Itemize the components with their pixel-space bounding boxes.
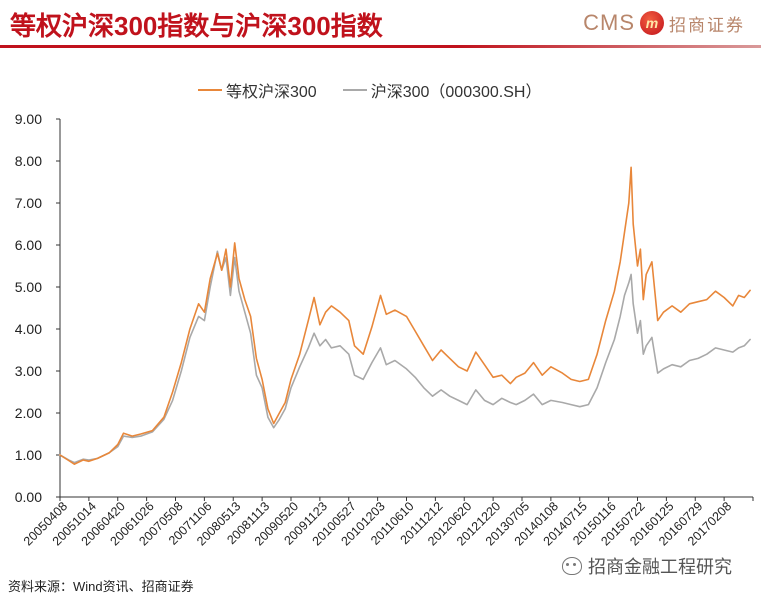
logo-badge-icon: m [640,11,664,35]
y-tick-label: 3.00 [15,363,42,379]
y-tick-label: 8.00 [15,153,42,169]
brand-logo: CMS m 招商证券 [583,10,745,36]
logo-company-name: 招商证券 [669,15,745,35]
source-note: 资料来源：Wind资讯、招商证券 [8,579,194,594]
y-tick-label: 6.00 [15,237,42,253]
y-tick-label: 4.00 [15,321,42,337]
y-tick-label: 5.00 [15,279,42,295]
legend-swatch-equal-weight [198,89,222,91]
legend-swatch-hs300 [342,89,367,91]
y-tick-label: 9.00 [15,111,42,127]
legend-item-hs300: 沪深300（000300.SH） [342,78,542,102]
page-title: 等权沪深300指数与沪深300指数 [10,11,383,41]
watermark-text: 招商金融工程研究 [588,557,732,577]
series-line-hs300 [59,250,751,464]
y-tick-label: 2.00 [15,405,42,421]
legend-label-hs300: 沪深300（000300.SH） [370,84,542,101]
y-tick-label: 1.00 [15,447,42,463]
header-divider [0,45,761,48]
y-tick-label: 7.00 [15,195,42,211]
legend-label-equal-weight: 等权沪深300 [226,84,317,101]
logo-cms-text: CMS [583,10,635,35]
series-line-equal-weight [59,166,751,465]
chart-legend: 等权沪深300 沪深300（000300.SH） [198,78,567,102]
wechat-icon [562,557,582,575]
wechat-watermark: 招商金融工程研究 [562,553,732,579]
y-tick-label: 0.00 [15,489,42,505]
legend-item-equal-weight: 等权沪深300 [198,78,317,102]
